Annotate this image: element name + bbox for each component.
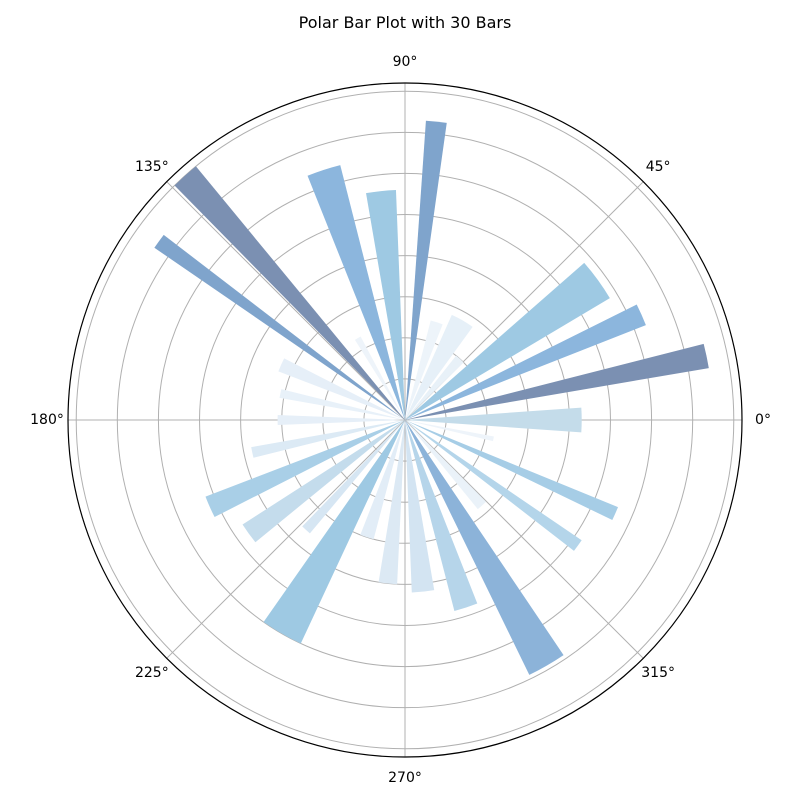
bar-20 <box>302 420 405 534</box>
angular-gridline-315 <box>404 419 644 659</box>
bar-6 <box>405 314 473 420</box>
angular-tick-label-180: 180° <box>30 412 64 428</box>
bar-2 <box>405 343 709 420</box>
chart-title: Polar Bar Plot with 30 Bars <box>299 13 512 32</box>
bar-10 <box>307 165 405 420</box>
bar-14 <box>278 358 405 420</box>
angular-tick-labels: 0° 45° 90° 135° 180° 225° 270° 315° <box>30 54 771 786</box>
bar-8 <box>405 120 447 420</box>
bar-12 <box>174 166 405 420</box>
bar-15 <box>279 389 405 420</box>
bar-4 <box>405 262 610 420</box>
bar-24 <box>405 420 435 593</box>
bar-27 <box>405 420 487 510</box>
bar-22 <box>360 420 405 540</box>
bar-13 <box>154 234 405 420</box>
bar-7 <box>405 320 443 420</box>
bar-9 <box>366 190 405 420</box>
bar-21 <box>263 420 405 644</box>
bar-23 <box>378 420 405 585</box>
bar-17 <box>251 420 405 458</box>
bar-30 <box>405 420 494 442</box>
angular-tick-label-90: 90° <box>393 54 418 70</box>
angular-tick-label-0: 0° <box>755 412 771 428</box>
bar-5 <box>405 355 464 420</box>
bar-18 <box>205 420 405 518</box>
polar-frame <box>67 82 743 758</box>
bar-28 <box>405 420 582 551</box>
angular-tick-label-315: 315° <box>641 665 675 681</box>
angular-gridline-135 <box>166 181 406 421</box>
angular-tick-label-270: 270° <box>388 770 422 786</box>
bar-11 <box>354 336 405 420</box>
bar-29 <box>405 420 619 520</box>
bar-1 <box>405 407 582 433</box>
angular-tick-label-45: 45° <box>646 159 671 175</box>
bars <box>154 120 709 675</box>
bar-25 <box>405 420 478 611</box>
angular-tick-label-135: 135° <box>135 159 169 175</box>
bar-3 <box>405 304 646 420</box>
bar-26 <box>405 420 564 675</box>
angular-tick-label-225: 225° <box>135 665 169 681</box>
bar-19 <box>242 420 405 543</box>
bar-16 <box>277 414 405 426</box>
angular-gridline-225 <box>166 419 406 659</box>
